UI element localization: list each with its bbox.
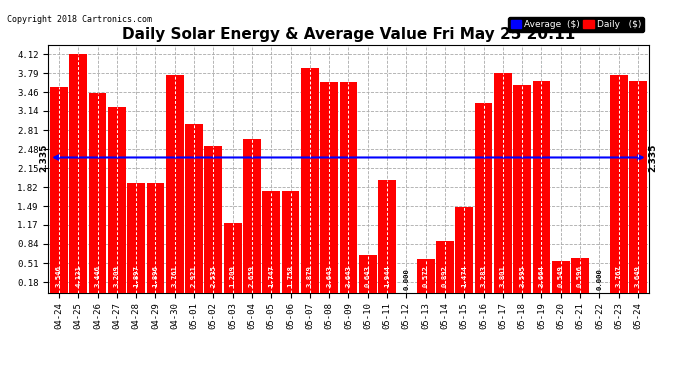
Text: 3.649: 3.649 — [635, 265, 641, 287]
Text: 1.944: 1.944 — [384, 265, 390, 287]
Text: 3.761: 3.761 — [172, 265, 178, 287]
Text: 2.921: 2.921 — [191, 265, 197, 287]
Bar — [455, 207, 473, 292]
Legend: Average  ($), Daily   ($): Average ($), Daily ($) — [508, 17, 644, 32]
Bar — [533, 81, 551, 292]
Text: 0.000: 0.000 — [404, 268, 409, 290]
Bar — [166, 75, 184, 292]
Bar — [262, 192, 280, 292]
Text: 3.446: 3.446 — [95, 265, 101, 287]
Text: 0.549: 0.549 — [558, 265, 564, 287]
Text: 2.335: 2.335 — [39, 143, 48, 172]
Bar — [69, 54, 87, 292]
Text: 0.892: 0.892 — [442, 265, 448, 287]
Text: 2.659: 2.659 — [249, 265, 255, 287]
Text: 3.801: 3.801 — [500, 265, 506, 287]
Bar — [494, 73, 512, 292]
Bar — [610, 75, 628, 292]
Text: 0.643: 0.643 — [365, 265, 371, 287]
Bar — [127, 183, 145, 292]
Text: 3.209: 3.209 — [114, 265, 120, 287]
Text: 3.879: 3.879 — [307, 265, 313, 287]
Bar — [320, 82, 338, 292]
Bar — [571, 258, 589, 292]
Bar — [282, 191, 299, 292]
Bar — [224, 223, 241, 292]
Text: 3.546: 3.546 — [56, 265, 62, 287]
Text: 3.664: 3.664 — [538, 265, 544, 287]
Bar — [146, 183, 164, 292]
Bar — [629, 81, 647, 292]
Text: 3.283: 3.283 — [480, 265, 486, 287]
Text: 0.596: 0.596 — [577, 265, 583, 287]
Bar — [204, 146, 222, 292]
Text: 1.474: 1.474 — [461, 265, 467, 287]
Text: 3.643: 3.643 — [346, 265, 351, 287]
Text: 1.209: 1.209 — [230, 265, 236, 287]
Bar — [339, 82, 357, 292]
Title: Daily Solar Energy & Average Value Fri May 25 20:11: Daily Solar Energy & Average Value Fri M… — [122, 27, 575, 42]
Text: 1.896: 1.896 — [152, 265, 159, 287]
Text: 1.758: 1.758 — [288, 265, 293, 287]
Text: 3.643: 3.643 — [326, 265, 332, 287]
Bar — [378, 180, 396, 292]
Bar — [88, 93, 106, 292]
Text: 1.897: 1.897 — [133, 265, 139, 287]
Bar — [417, 260, 435, 292]
Bar — [359, 255, 377, 292]
Bar — [436, 241, 454, 292]
Bar — [108, 107, 126, 292]
Bar — [301, 68, 319, 292]
Bar — [243, 139, 261, 292]
Bar — [50, 87, 68, 292]
Text: 4.121: 4.121 — [75, 265, 81, 287]
Bar — [552, 261, 570, 292]
Bar — [513, 85, 531, 292]
Bar — [185, 124, 203, 292]
Bar — [475, 103, 493, 292]
Text: Copyright 2018 Cartronics.com: Copyright 2018 Cartronics.com — [7, 15, 152, 24]
Text: 3.767: 3.767 — [615, 265, 622, 287]
Text: 0.572: 0.572 — [423, 265, 428, 287]
Text: 2.335: 2.335 — [649, 143, 658, 172]
Text: 0.000: 0.000 — [596, 268, 602, 290]
Text: 1.747: 1.747 — [268, 265, 274, 287]
Text: 3.595: 3.595 — [519, 265, 525, 287]
Text: 2.535: 2.535 — [210, 265, 217, 287]
